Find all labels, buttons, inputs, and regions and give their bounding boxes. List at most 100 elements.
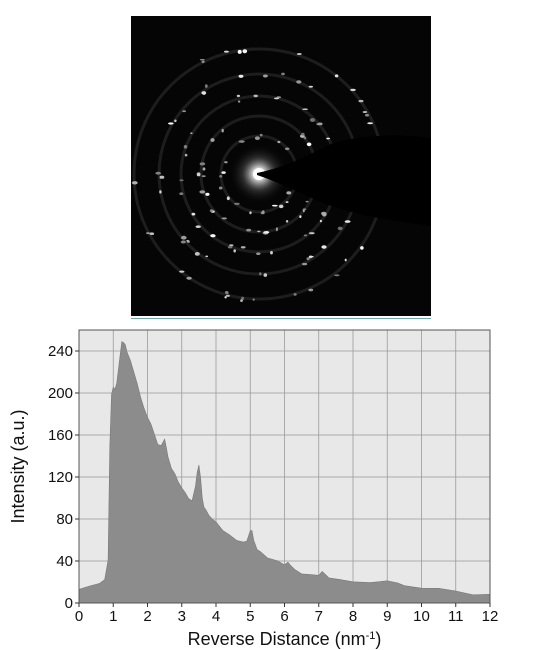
- diffraction-spot: [240, 299, 243, 302]
- diffraction-spot: [221, 128, 224, 133]
- diffraction-spot: [257, 230, 261, 233]
- diffraction-spot: [238, 140, 245, 143]
- x-tick-label: 4: [212, 608, 220, 625]
- diffraction-spot: [180, 240, 186, 244]
- diffraction-spot: [201, 60, 205, 64]
- diffraction-spot: [210, 234, 216, 238]
- diffraction-spot: [301, 132, 305, 136]
- diffraction-spot: [168, 122, 174, 125]
- x-tick-label: 1: [109, 608, 117, 625]
- diffraction-spot: [179, 179, 184, 182]
- y-tick-label: 0: [65, 595, 73, 612]
- electron-diffraction-pattern: [131, 16, 431, 316]
- y-tick-label: 200: [48, 385, 73, 402]
- diffraction-spot: [252, 298, 255, 301]
- y-tick-label: 120: [48, 469, 73, 486]
- diffraction-spot: [344, 258, 347, 262]
- diffraction-spot: [263, 74, 268, 78]
- diffraction-spot: [296, 80, 302, 84]
- diffraction-spot: [308, 232, 315, 235]
- x-tick-label: 11: [448, 608, 464, 625]
- diffraction-spot: [308, 85, 313, 88]
- diffraction-spot: [205, 255, 209, 258]
- diffraction-spot: [209, 209, 214, 212]
- diffraction-spot: [199, 58, 205, 61]
- diffraction-spot: [183, 145, 188, 149]
- diffraction-spot: [238, 74, 244, 78]
- diffraction-spot: [367, 122, 373, 125]
- diffraction-spot: [303, 234, 308, 237]
- x-tick-label: 7: [315, 608, 323, 625]
- diffraction-spot: [360, 246, 364, 250]
- x-tick-labels: 0 1 2 3 4 5 6 7 8 9 10 11 12: [75, 603, 498, 625]
- diffraction-spot: [263, 273, 268, 277]
- diffraction-spot: [303, 136, 307, 140]
- diffraction-spot: [236, 94, 241, 98]
- diffraction-spot: [365, 113, 369, 117]
- diffraction-spot: [186, 240, 190, 243]
- diffraction-spot: [306, 257, 310, 261]
- diffraction-spot: [131, 181, 138, 185]
- y-tick-labels: 0 40 80 120 160 200 240: [48, 343, 79, 612]
- diffraction-spot: [242, 49, 248, 54]
- diffraction-spot: [199, 190, 206, 194]
- diffraction-spot: [182, 110, 186, 113]
- diffraction-spot: [334, 274, 340, 277]
- diffraction-spot: [302, 208, 307, 210]
- diffraction-spot: [271, 204, 278, 207]
- diffraction-spot: [317, 122, 323, 126]
- diffraction-spot: [274, 97, 279, 100]
- diffraction-spot: [256, 252, 261, 255]
- diffraction-spot: [186, 276, 192, 280]
- diffraction-spot: [321, 245, 327, 249]
- diffraction-spot: [184, 153, 188, 157]
- x-axis-label-suffix: ): [375, 629, 381, 649]
- x-tick-label: 6: [280, 608, 288, 625]
- y-tick-label: 40: [56, 553, 73, 570]
- diffraction-spot: [326, 137, 330, 140]
- image-separator: [131, 318, 431, 319]
- diffraction-spot: [322, 212, 327, 217]
- diffraction-spot: [296, 53, 302, 55]
- diffraction-spot: [261, 210, 265, 214]
- diffraction-spot: [285, 220, 289, 223]
- x-tick-label: 2: [143, 608, 151, 625]
- x-tick-label: 10: [413, 608, 430, 625]
- diffraction-spot: [225, 294, 230, 297]
- beam-stop: [257, 135, 431, 226]
- diffraction-spot: [146, 232, 150, 235]
- diffraction-spot: [358, 99, 364, 103]
- diffraction-spot: [190, 132, 193, 134]
- diffraction-spot: [237, 100, 241, 103]
- diffraction-spot: [224, 161, 228, 164]
- diffraction-spot: [204, 84, 208, 88]
- diffraction-spot: [293, 293, 297, 296]
- diffraction-spot: [234, 202, 240, 205]
- y-tick-label: 160: [48, 427, 73, 444]
- diffraction-spot: [174, 119, 177, 123]
- diffraction-spot: [246, 228, 252, 232]
- diffraction-spot: [229, 244, 234, 247]
- diffraction-spot: [196, 172, 201, 177]
- diffraction-spot: [259, 272, 262, 276]
- diffraction-spot: [194, 252, 200, 256]
- diffraction-spot: [285, 147, 290, 151]
- diffraction-spot: [221, 217, 227, 220]
- diffraction-spot: [259, 133, 263, 137]
- diffraction-spot: [299, 215, 302, 219]
- diffraction-spot: [285, 201, 289, 203]
- diffraction-spot: [149, 232, 155, 235]
- diffraction-spot: [302, 108, 308, 110]
- diffraction-spot: [201, 175, 206, 178]
- y-tick-label: 240: [48, 343, 73, 360]
- diffraction-spot: [286, 191, 292, 195]
- diffraction-spot: [263, 231, 270, 234]
- diffraction-spot: [227, 246, 233, 249]
- diffraction-spot: [302, 262, 308, 266]
- diffraction-spot: [218, 186, 223, 190]
- x-tick-label: 9: [383, 608, 391, 625]
- diffraction-spot: [237, 49, 242, 54]
- diffraction-spot: [195, 225, 201, 228]
- diffraction-spot: [281, 72, 285, 76]
